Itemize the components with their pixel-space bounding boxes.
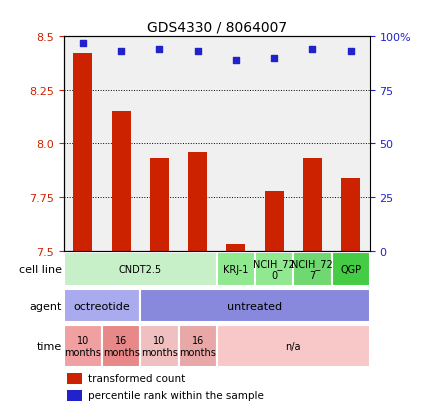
FancyBboxPatch shape xyxy=(64,253,217,286)
Point xyxy=(194,49,201,55)
Bar xyxy=(67,373,82,385)
Bar xyxy=(264,191,284,251)
Text: time: time xyxy=(37,341,62,351)
Text: percentile rank within the sample: percentile rank within the sample xyxy=(88,390,264,400)
FancyBboxPatch shape xyxy=(64,325,102,367)
Text: 16
months: 16 months xyxy=(179,335,216,357)
Point xyxy=(118,49,125,55)
Text: n/a: n/a xyxy=(286,341,301,351)
Text: cell line: cell line xyxy=(19,264,62,274)
Title: GDS4330 / 8064007: GDS4330 / 8064007 xyxy=(147,21,287,35)
Bar xyxy=(226,244,245,251)
FancyBboxPatch shape xyxy=(255,253,293,286)
FancyBboxPatch shape xyxy=(102,325,140,367)
FancyBboxPatch shape xyxy=(332,253,370,286)
Text: QGP: QGP xyxy=(340,264,361,274)
FancyBboxPatch shape xyxy=(178,325,217,367)
Bar xyxy=(150,159,169,251)
Point xyxy=(156,47,163,53)
Bar xyxy=(188,153,207,251)
Text: 10
months: 10 months xyxy=(141,335,178,357)
Text: octreotide: octreotide xyxy=(74,301,130,311)
Text: KRJ-1: KRJ-1 xyxy=(223,264,249,274)
Point xyxy=(309,47,316,53)
Bar xyxy=(67,390,82,401)
Point xyxy=(79,40,86,47)
Text: 10
months: 10 months xyxy=(65,335,101,357)
Text: CNDT2.5: CNDT2.5 xyxy=(119,264,162,274)
Bar xyxy=(303,159,322,251)
FancyBboxPatch shape xyxy=(293,253,332,286)
Text: NCIH_72
7: NCIH_72 7 xyxy=(292,258,333,280)
FancyBboxPatch shape xyxy=(217,325,370,367)
Point xyxy=(347,49,354,55)
FancyBboxPatch shape xyxy=(217,253,255,286)
Bar xyxy=(111,112,131,251)
Point xyxy=(232,57,239,64)
Bar xyxy=(73,54,92,251)
FancyBboxPatch shape xyxy=(140,290,370,323)
FancyBboxPatch shape xyxy=(140,325,178,367)
Text: transformed count: transformed count xyxy=(88,373,185,383)
FancyBboxPatch shape xyxy=(64,290,140,323)
Point xyxy=(271,55,278,62)
Text: untreated: untreated xyxy=(227,301,283,311)
Text: NCIH_72
0: NCIH_72 0 xyxy=(253,258,295,280)
Text: 16
months: 16 months xyxy=(103,335,139,357)
Text: agent: agent xyxy=(29,301,62,311)
Bar xyxy=(341,178,360,251)
